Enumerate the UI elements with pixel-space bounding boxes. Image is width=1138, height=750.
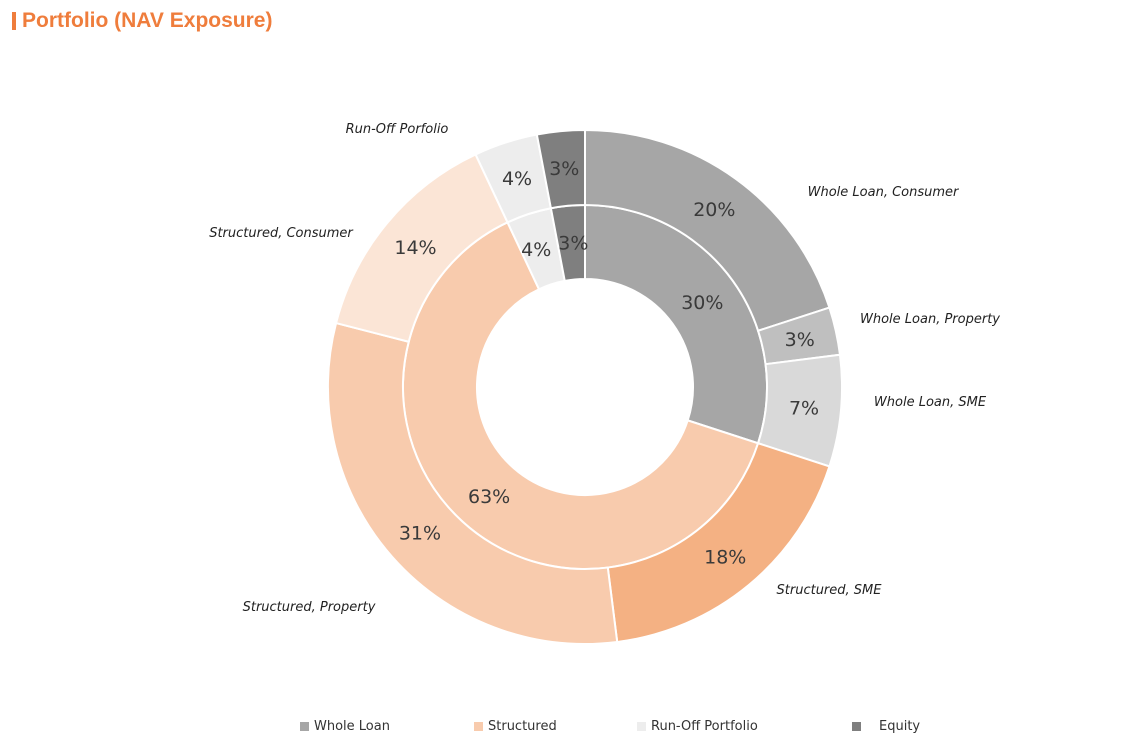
inner-value-label-run-off-portfolio: 4% (521, 239, 551, 261)
inner-value-label-structured: 63% (468, 486, 510, 508)
outer-value-label-structured-property: 31% (399, 522, 441, 544)
nav-exposure-donut-chart: 30%63%4% 3%20%3%7%18%31%14%4% 3%Whole Loan… (209, 122, 1000, 645)
legend-label-run-off-portfolio: Run-Off Portfolio (651, 719, 758, 734)
outer-slice-structured-property (327, 321, 619, 645)
legend-label-equity: Equity (879, 719, 921, 734)
chart-legend: Whole Loan Structured Run-Off Portfolio … (0, 719, 1138, 739)
title-accent-marker (12, 12, 16, 30)
legend-item-run-off-portfolio: Run-Off Portfolio (637, 719, 758, 734)
outer-value-label-run-off-porfolio: 4% (502, 168, 532, 190)
category-labels: Whole Loan, Consumer Whole Loan, Property… (209, 122, 1000, 615)
outer-slice-equity (535, 128, 586, 210)
category-label-whole-loan-property: Whole Loan, Property (860, 312, 1000, 327)
outer-value-label-structured-sme: 18% (704, 547, 746, 569)
chart-title: Portfolio (NAV Exposure) (22, 9, 273, 32)
outer-ring: 20% 3% 7% 18% 31% 14% 4% 3% (327, 128, 843, 645)
inner-value-label-equity: 3% (558, 233, 588, 255)
legend-item-structured: Structured (474, 719, 557, 734)
category-label-whole-loan-sme: Whole Loan, SME (874, 395, 987, 410)
category-label-whole-loan-consumer: Whole Loan, Consumer (808, 185, 960, 200)
legend-item-equity: Equity (852, 719, 920, 734)
inner-value-label-whole-loan: 30% (681, 292, 723, 314)
legend-swatch-whole-loan (300, 722, 309, 731)
outer-value-label-whole-loan-property: 3% (785, 329, 815, 351)
outer-value-label-structured-consumer: 14% (394, 237, 436, 259)
inner-ring: 30% 63% 4% 3% (402, 203, 768, 570)
chart-title-bar: Portfolio (NAV Exposure) (12, 9, 272, 33)
category-label-structured-property: Structured, Property (243, 600, 376, 615)
category-label-run-off-porfolio: Run-Off Porfolio (346, 122, 449, 137)
category-label-structured-sme: Structured, SME (777, 583, 883, 598)
outer-value-label-whole-loan-consumer: 20% (693, 199, 735, 221)
legend-swatch-structured (474, 722, 483, 731)
outer-value-label-whole-loan-sme: 7% (789, 398, 819, 420)
legend-swatch-equity (852, 722, 861, 731)
legend-label-whole-loan: Whole Loan (314, 719, 390, 734)
legend-swatch-run-off-portfolio (637, 722, 646, 731)
outer-value-label-equity: 3% (549, 158, 579, 180)
category-label-structured-consumer: Structured, Consumer (209, 226, 354, 241)
legend-item-whole-loan: Whole Loan (300, 719, 390, 734)
legend-label-structured: Structured (488, 719, 557, 734)
